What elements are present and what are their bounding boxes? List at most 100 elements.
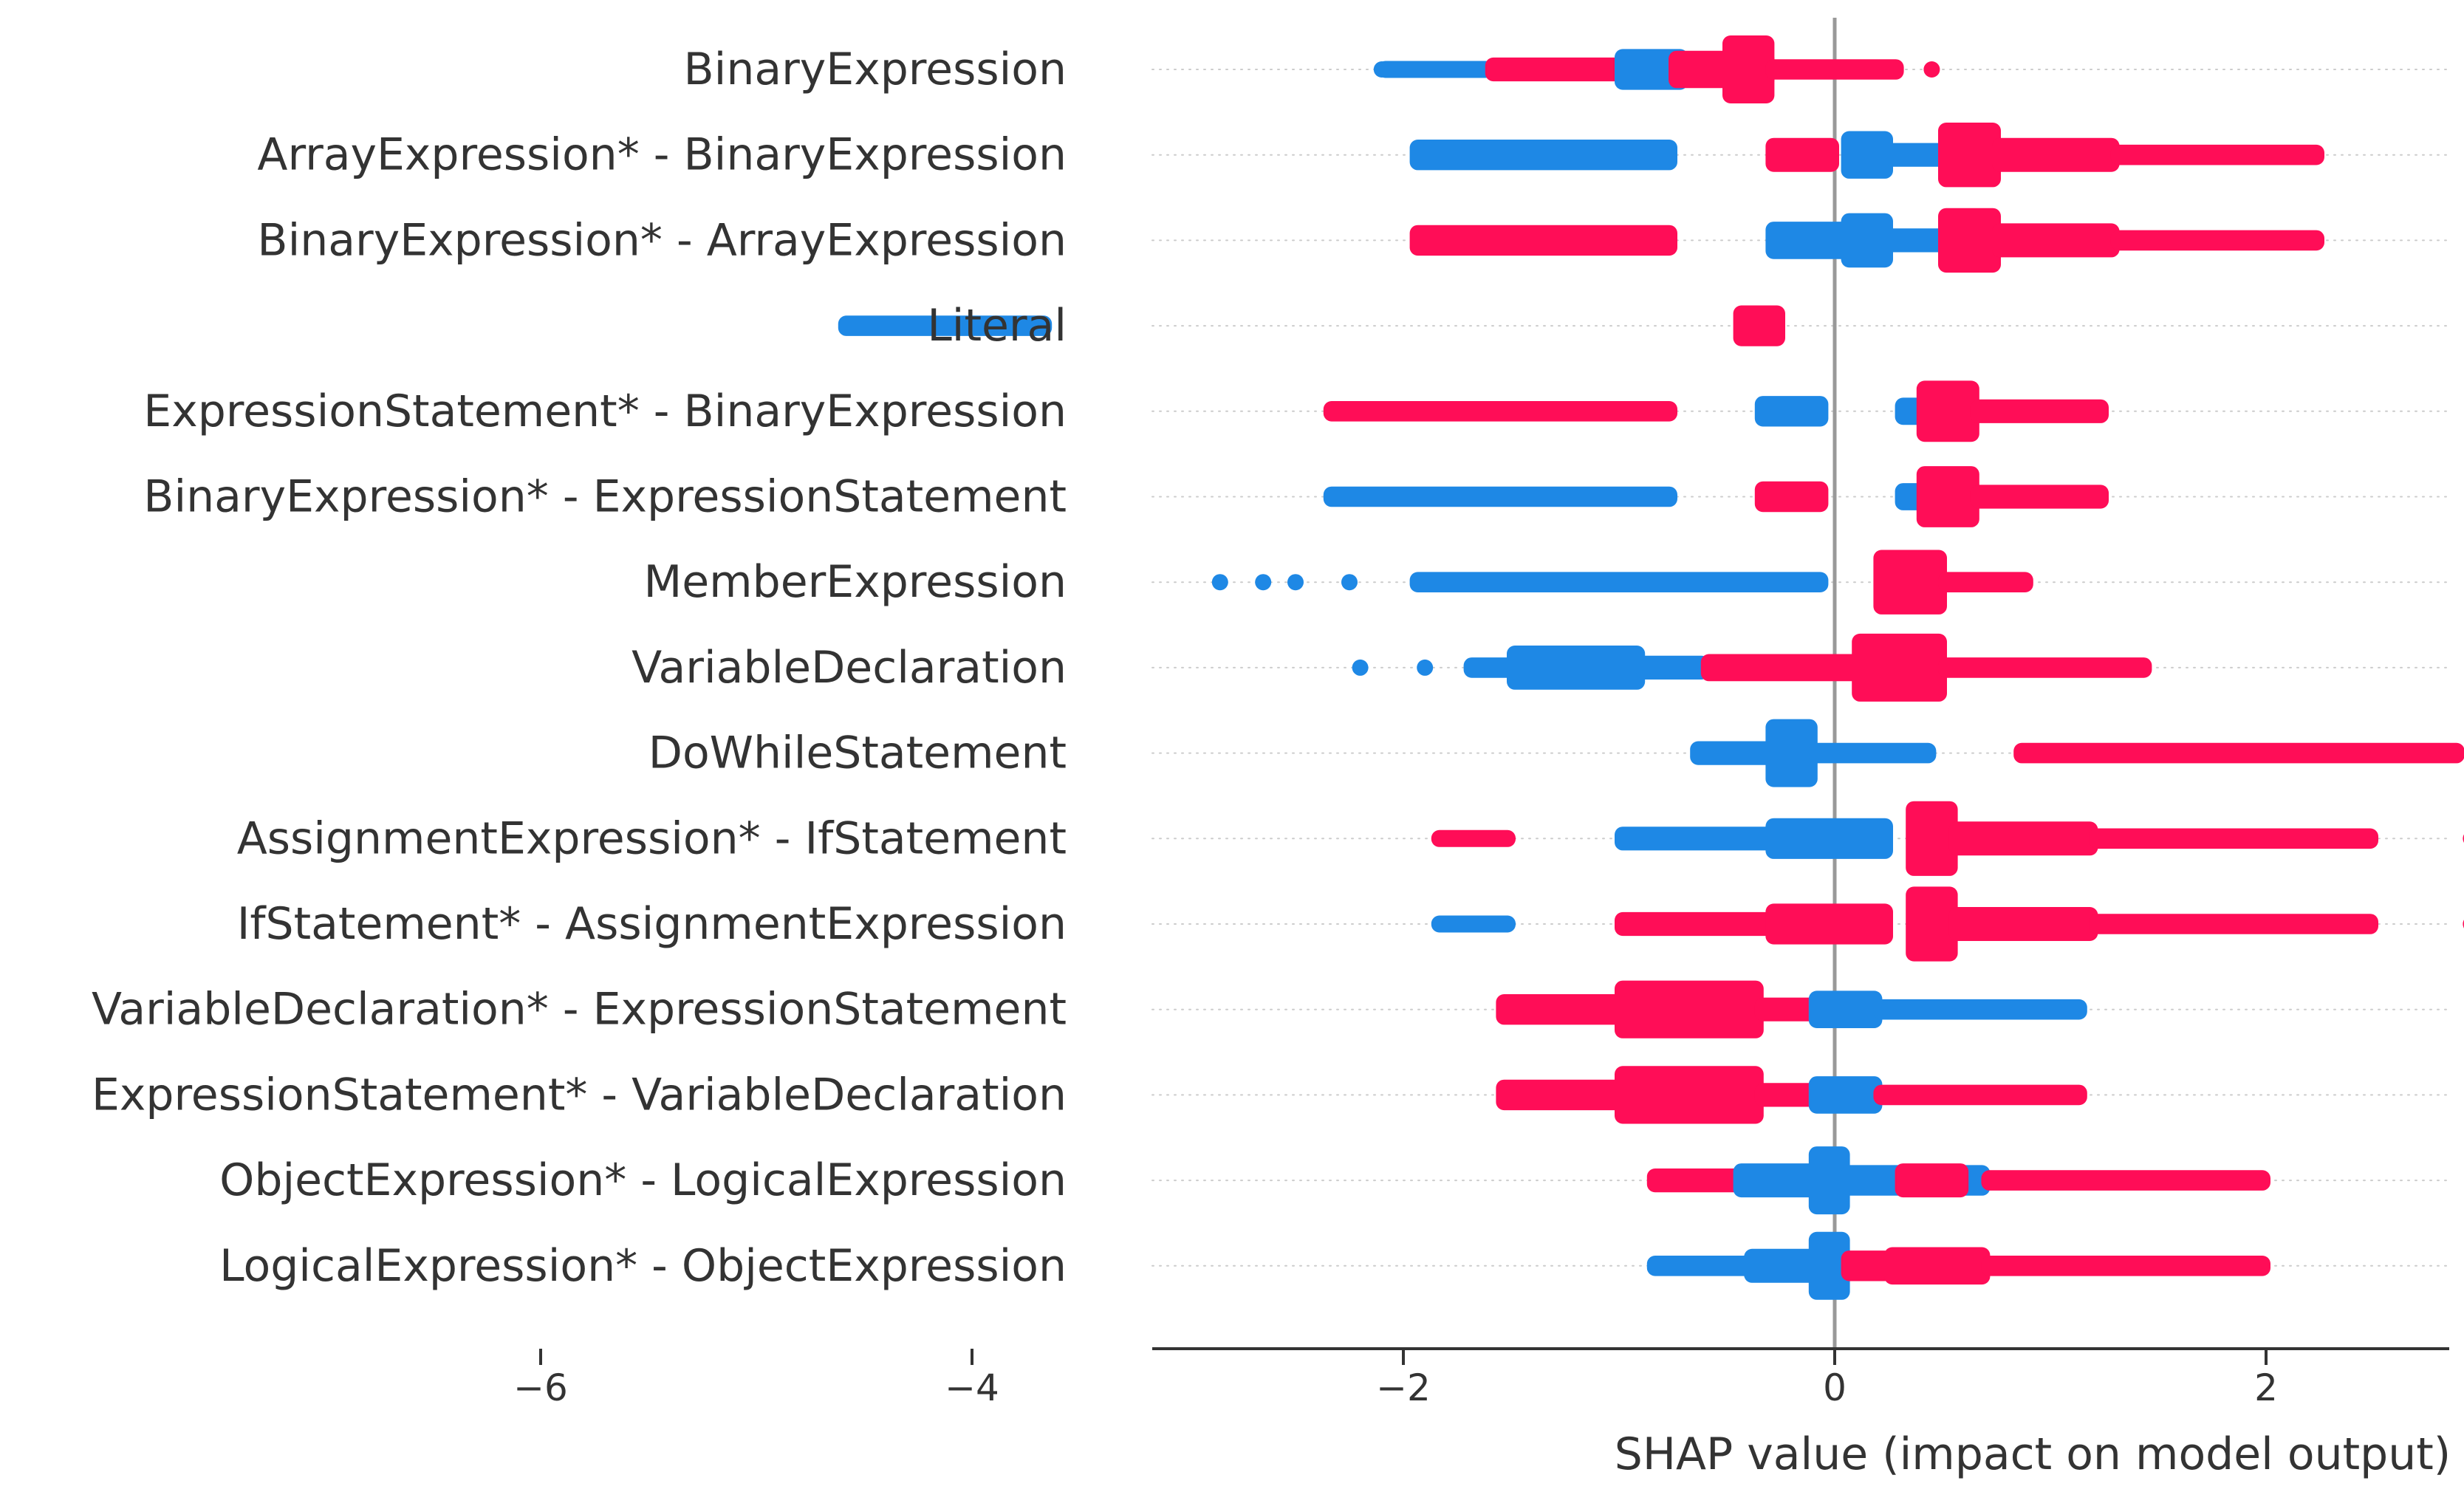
swarm-segment <box>2089 914 2378 934</box>
swarm-segment <box>1733 305 1785 346</box>
x-tick-label: −2 <box>1376 1366 1431 1409</box>
swarm-segment <box>1981 1170 2270 1191</box>
swarm-segment <box>1409 225 1677 256</box>
swarm-segment <box>1615 911 1775 937</box>
feature-label: BinaryExpression* - ExpressionStatement <box>143 471 1067 523</box>
feature-label: ObjectExpression* - LogicalExpression <box>219 1154 1067 1206</box>
swarm-point <box>1923 61 1940 78</box>
swarm-segment <box>1981 1256 2270 1276</box>
swarm-segment <box>1873 999 2087 1020</box>
x-tick-label: −6 <box>513 1366 568 1409</box>
feature-label: AssignmentExpression* - IfStatement <box>237 812 1067 864</box>
swarm-segment <box>1808 1146 1850 1215</box>
feature-label: BinaryExpression <box>684 44 1067 95</box>
swarm-segment <box>1463 657 1516 678</box>
swarm-point <box>1417 659 1434 676</box>
swarm-segment <box>1808 1231 1850 1300</box>
swarm-segment <box>1992 223 2120 258</box>
swarm-segment <box>1646 1256 1753 1276</box>
x-tick-label: −4 <box>945 1366 999 1409</box>
feature-label: ArrayExpression* - BinaryExpression <box>257 129 1067 181</box>
feature-label: VariableDeclaration* - ExpressionStateme… <box>92 984 1067 1036</box>
x-axis-label: SHAP value (impact on model output) <box>1615 1428 2451 1480</box>
swarm-segment <box>1615 827 1775 851</box>
swarm-segment <box>1948 907 2098 941</box>
swarm-segment <box>1852 633 1947 702</box>
swarm-segment <box>1765 903 1893 945</box>
swarm-segment <box>1808 990 1883 1028</box>
swarm-segment <box>1690 741 1775 765</box>
swarm-segment <box>1754 997 1818 1022</box>
swarm-segment <box>1895 1163 1969 1198</box>
swarm-segment <box>838 315 1053 336</box>
swarm-point <box>1341 574 1358 591</box>
feature-label: Literal <box>927 300 1067 352</box>
swarm-segment <box>1906 886 1958 962</box>
swarm-segment <box>1636 655 1710 680</box>
swarm-segment <box>1754 1083 1818 1107</box>
swarm-segment <box>1884 228 1947 253</box>
swarm-segment <box>1841 131 1893 179</box>
swarm-segment <box>1765 222 1850 259</box>
swarm-segment <box>1916 380 1979 442</box>
swarm-segment <box>1938 123 2001 188</box>
feature-label: BinaryExpression* - ArrayExpression <box>257 214 1067 266</box>
swarm-segment <box>1323 401 1677 422</box>
swarm-point <box>1255 574 1272 591</box>
feature-label: IfStatement* - AssignmentExpression <box>237 898 1067 950</box>
swarm-segment <box>1754 396 1829 427</box>
feature-label: LogicalExpression* - ObjectExpression <box>219 1240 1067 1292</box>
feature-label: DoWhileStatement <box>648 728 1067 779</box>
swarm-segment <box>1507 646 1646 690</box>
swarm-segment <box>1496 994 1623 1025</box>
swarm-segment <box>1916 466 1979 527</box>
swarm-segment <box>1765 719 1818 787</box>
swarm-segment <box>1722 35 1775 103</box>
swarm-segment <box>1884 1247 1991 1285</box>
swarm-segment <box>1873 1084 2087 1106</box>
x-axis: −6−4−2024 <box>513 1347 2449 1409</box>
swarm-segment <box>1808 1076 1883 1114</box>
swarm-segment <box>1938 572 2033 592</box>
feature-label: ExpressionStatement* - BinaryExpression <box>143 386 1067 437</box>
swarm-segment <box>1884 143 1947 167</box>
swarm-segment <box>1733 1163 1818 1198</box>
feature-label: VariableDeclaration <box>632 642 1067 694</box>
feature-label: ExpressionStatement* - VariableDeclarati… <box>92 1069 1067 1120</box>
feature-label: MemberExpression <box>644 556 1067 608</box>
swarm-segment <box>1992 137 2120 172</box>
swarm-segment <box>1970 399 2109 423</box>
beeswarm-marks <box>838 35 2464 1300</box>
swarm-point <box>1352 659 1369 676</box>
swarm-segment <box>1765 59 1904 80</box>
swarm-segment <box>2110 144 2324 165</box>
swarm-segment <box>1615 980 1764 1038</box>
swarm-segment <box>1431 915 1516 933</box>
swarm-segment <box>1841 1250 1893 1281</box>
swarm-segment <box>1377 61 1494 78</box>
swarm-segment <box>2089 828 2378 849</box>
swarm-segment <box>1700 654 1861 682</box>
swarm-segment <box>1938 657 2152 678</box>
swarm-segment <box>1744 1248 1818 1283</box>
swarm-segment <box>1409 572 1829 592</box>
swarm-segment <box>1970 485 2109 509</box>
swarm-segment <box>1948 821 2098 856</box>
swarm-segment <box>1938 208 2001 273</box>
swarm-segment <box>1615 1066 1764 1124</box>
swarm-segment <box>2013 742 2464 764</box>
swarm-segment <box>1765 818 1893 859</box>
swarm-segment <box>1485 57 1623 82</box>
swarm-segment <box>1323 486 1677 507</box>
swarm-point <box>1211 574 1228 591</box>
swarm-segment <box>1431 829 1516 847</box>
swarm-segment <box>1765 137 1839 172</box>
x-tick-label: 0 <box>1823 1366 1847 1409</box>
swarm-segment <box>1496 1079 1623 1111</box>
swarm-segment <box>1906 801 1958 876</box>
swarm-point <box>1373 61 1390 78</box>
swarm-segment <box>1808 742 1937 764</box>
swarm-point <box>1287 574 1304 591</box>
swarm-segment <box>2110 230 2324 251</box>
